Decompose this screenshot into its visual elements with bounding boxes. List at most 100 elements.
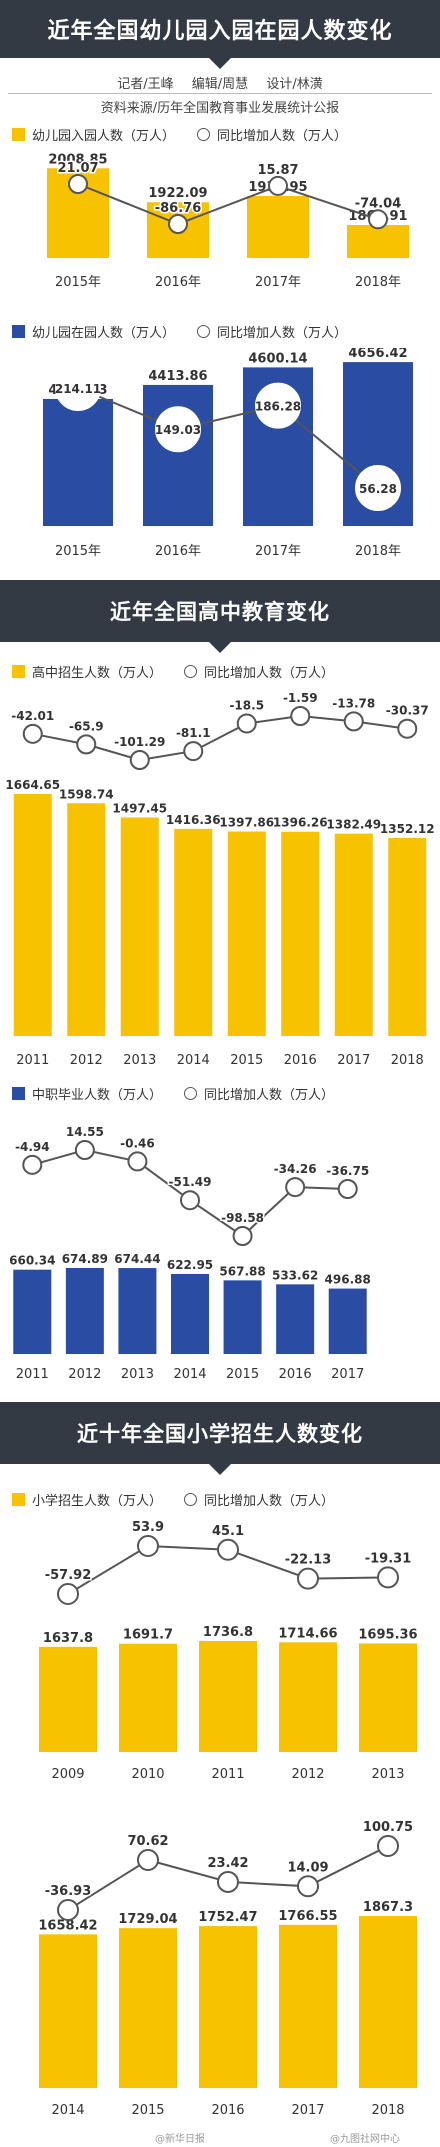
bar-value-label: 533.62 <box>272 1268 318 1282</box>
bar <box>119 1928 177 2088</box>
yellow-square-icon <box>12 1492 25 1506</box>
line-value-label: -1.59 <box>283 691 318 705</box>
legend-enrolled: 幼儿园在园人数（万人） 同比增加人数（万人） <box>12 320 432 342</box>
credit-editor: 编辑/周慧 <box>191 77 249 92</box>
bar <box>279 1642 337 1752</box>
data-source: 资料来源/历年全国教育事业发展统计公报 <box>100 101 340 116</box>
x-tick-label: 2014 <box>173 1367 206 1382</box>
line-value-label: -13.78 <box>332 696 375 710</box>
x-tick-label: 2012 <box>291 1767 324 1782</box>
line-value-label: -4.94 <box>15 1140 50 1154</box>
legend-item-bar: 中职毕业人数（万人） <box>12 1084 162 1103</box>
line-value-label: 21.07 <box>57 161 98 176</box>
line-value-label: 100.75 <box>363 1820 413 1835</box>
x-tick-label: 2015年 <box>55 544 101 559</box>
line-value-label: -101.29 <box>114 735 165 749</box>
line-point <box>22 723 43 744</box>
line-value-label: -81.1 <box>176 726 211 740</box>
legend-item-line: 同比增加人数（万人） <box>184 1490 334 1509</box>
line-value-label: 14.09 <box>287 1860 328 1875</box>
chart-primary-2009-2013: 1637.8 2009 1691.7 2010 1736.8 2011 1714.66 201… <box>39 1519 418 1782</box>
bar-value-label: 1691.7 <box>123 1628 173 1643</box>
x-tick-label: 2016年 <box>155 544 201 559</box>
bar <box>119 1643 177 1752</box>
circle-icon <box>184 1086 198 1100</box>
x-tick-label: 2015 <box>230 1053 263 1068</box>
line-value-label: 149.03 <box>155 423 201 437</box>
banner-title: 近年全国幼儿园入园在园人数变化 <box>47 19 393 44</box>
line-value-label: -19.31 <box>365 1551 412 1566</box>
bar-value-label: 1867.3 <box>363 1900 413 1915</box>
x-tick-label: 2011 <box>16 1053 49 1068</box>
bar-value-label: 1598.74 <box>59 787 114 801</box>
bar <box>39 1646 97 1752</box>
bar-value-label: 1497.45 <box>112 802 167 816</box>
line-value-label: 14.55 <box>66 1125 104 1139</box>
bar <box>143 384 213 526</box>
x-tick-label: 2012 <box>68 1367 101 1382</box>
line-point <box>255 382 301 429</box>
x-tick-label: 2014 <box>177 1053 210 1068</box>
x-tick-label: 2015 <box>131 2103 164 2118</box>
line-point <box>168 214 188 234</box>
x-tick-label: 2018 <box>371 2103 404 2118</box>
circle-icon <box>184 664 198 678</box>
banner-title: 近十年全国小学招生人数变化 <box>77 1422 363 1446</box>
x-tick-label: 2013 <box>371 1767 404 1782</box>
x-tick-label: 2017年 <box>255 544 301 559</box>
x-tick-label: 2011 <box>16 1367 49 1382</box>
line-value-label: 15.87 <box>257 163 298 178</box>
legend-label: 同比增加人数（万人） <box>204 1493 335 1509</box>
bar <box>199 1926 257 2088</box>
bar-value-label: 674.89 <box>62 1252 108 1266</box>
legend-item-bar: 幼儿园入园人数（万人） <box>12 125 175 144</box>
line-point <box>129 750 150 770</box>
bar-value-label: 1664.65 <box>5 778 60 792</box>
x-tick-label: 2013 <box>123 1053 156 1068</box>
chart-hs-enroll: 1664.65 2011 1598.74 2012 1497.45 2013 1416.36… <box>5 690 434 1069</box>
circle-icon <box>184 1492 198 1506</box>
x-tick-label: 2016 <box>211 2103 244 2118</box>
banner-title: 近年全国高中教育变化 <box>110 600 330 624</box>
line-point <box>368 209 388 230</box>
bar-value-label: 1382.49 <box>326 818 381 832</box>
x-tick-label: 2015 <box>226 1367 259 1382</box>
bar <box>227 831 266 1036</box>
x-tick-label: 2016 <box>279 1367 312 1382</box>
x-tick-label: 2017 <box>331 1367 364 1382</box>
legend-label: 高中招生人数（万人） <box>32 665 163 681</box>
line-value-label: -98.58 <box>221 1211 264 1225</box>
bar-value-label: 674.44 <box>114 1252 160 1266</box>
bar-value-label: 1922.09 <box>148 186 207 201</box>
bar <box>347 224 409 258</box>
line-value-label: -74.04 <box>355 196 402 211</box>
bar <box>199 1641 257 1752</box>
line-point <box>337 1178 358 1199</box>
bar-value-label: 4413.86 <box>148 369 207 384</box>
x-tick-label: 2016年 <box>155 275 201 290</box>
bar <box>359 1916 417 2088</box>
bar <box>118 1268 157 1354</box>
legend-primary: 小学招生人数（万人） 同比增加人数（万人） <box>12 1488 432 1510</box>
chart-kindergarten-enrolled: 4264.832015年4413.862016年4600.142017年4656… <box>43 348 413 559</box>
line-point <box>180 1190 200 1211</box>
line-value-label: -0.46 <box>120 1136 155 1150</box>
legend-item-bar: 小学招生人数（万人） <box>12 1490 162 1509</box>
line-value-label: -65.9 <box>69 719 104 733</box>
line-point <box>290 706 311 726</box>
x-tick-label: 2016 <box>284 1053 317 1068</box>
line-point <box>236 713 257 734</box>
legend-item-line: 同比增加人数（万人） <box>184 1084 334 1103</box>
chart-kindergarten-entry: 2008.852015年1922.092016年1937.952017年1863… <box>47 152 409 290</box>
yellow-square-icon <box>12 127 25 141</box>
yellow-square-icon <box>12 664 25 678</box>
legend-entry: 幼儿园入园人数（万人） 同比增加人数（万人） <box>12 123 432 145</box>
line-point <box>377 1835 399 1857</box>
bar-value-label: 4600.14 <box>248 351 307 366</box>
bar <box>281 831 320 1036</box>
circle-icon <box>197 127 211 141</box>
line-point <box>217 1538 239 1561</box>
bar-value-label: 4656.42 <box>348 348 407 361</box>
line-point <box>217 1870 239 1893</box>
line-value-label: -57.92 <box>45 1568 92 1583</box>
